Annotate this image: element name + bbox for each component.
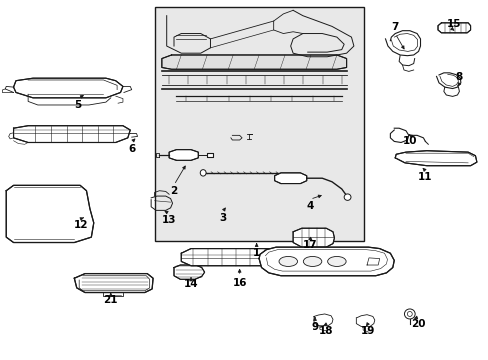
Text: 5: 5 <box>75 100 81 110</box>
Ellipse shape <box>200 170 205 176</box>
Text: 3: 3 <box>219 213 226 223</box>
Polygon shape <box>181 249 305 266</box>
Polygon shape <box>14 126 130 143</box>
Text: 6: 6 <box>128 144 135 154</box>
Polygon shape <box>394 151 476 166</box>
Ellipse shape <box>404 309 414 319</box>
Text: 18: 18 <box>318 326 333 336</box>
Text: 21: 21 <box>103 296 118 305</box>
Polygon shape <box>74 274 153 293</box>
Polygon shape <box>259 247 393 276</box>
Polygon shape <box>14 78 122 98</box>
Ellipse shape <box>303 256 321 266</box>
Text: 2: 2 <box>170 186 177 197</box>
Text: 7: 7 <box>391 22 398 32</box>
Text: 9: 9 <box>311 322 318 332</box>
Text: 8: 8 <box>455 72 462 82</box>
Bar <box>154 7 363 241</box>
Polygon shape <box>292 228 334 247</box>
Polygon shape <box>437 23 469 33</box>
Polygon shape <box>162 55 346 69</box>
Text: 20: 20 <box>410 319 425 329</box>
Text: 4: 4 <box>306 201 313 211</box>
Text: 10: 10 <box>402 136 416 147</box>
Text: 14: 14 <box>183 279 198 289</box>
Text: 15: 15 <box>446 18 460 28</box>
Polygon shape <box>169 150 198 160</box>
Text: 19: 19 <box>360 326 374 336</box>
Text: 11: 11 <box>417 172 432 182</box>
Text: 1: 1 <box>252 248 260 258</box>
Polygon shape <box>6 185 94 243</box>
Ellipse shape <box>279 256 297 266</box>
Ellipse shape <box>327 256 346 266</box>
Text: 13: 13 <box>162 215 176 225</box>
Ellipse shape <box>344 194 350 201</box>
Polygon shape <box>206 153 212 157</box>
Text: 12: 12 <box>73 220 88 230</box>
Text: 17: 17 <box>302 240 317 250</box>
Polygon shape <box>174 265 204 279</box>
Polygon shape <box>274 173 306 184</box>
Text: 16: 16 <box>232 278 246 288</box>
